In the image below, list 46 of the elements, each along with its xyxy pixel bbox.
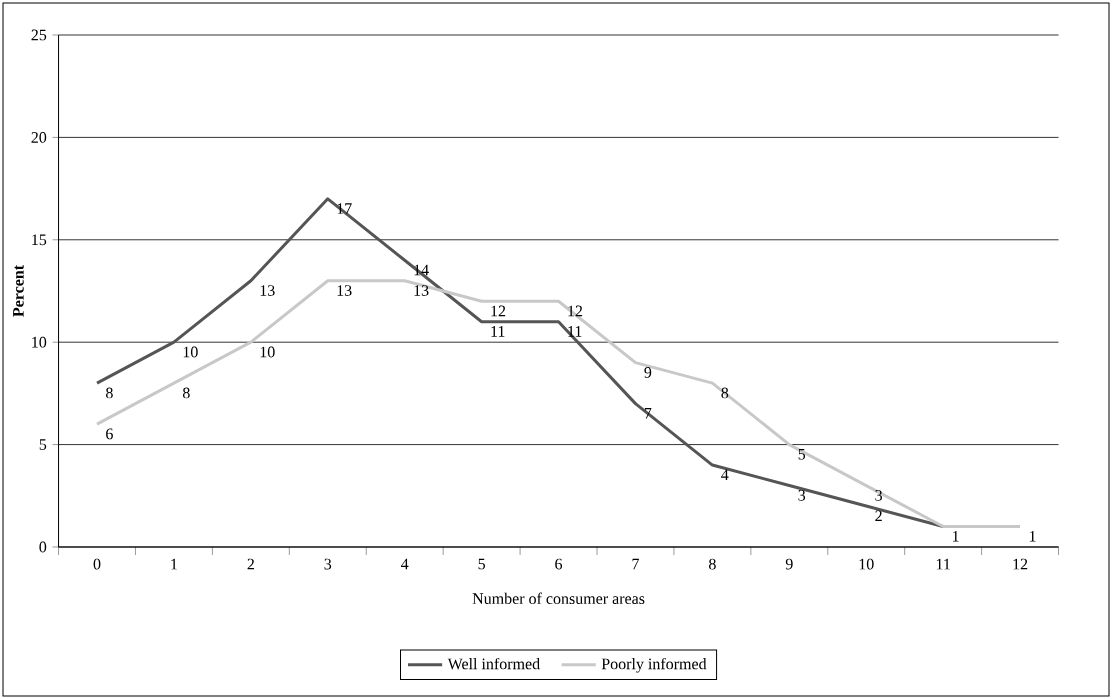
data-label: 13 (260, 285, 275, 296)
data-label: 10 (260, 346, 275, 358)
data-label: 8 (182, 387, 190, 399)
data-label: 4 (721, 469, 729, 480)
data-label: 10 (183, 346, 198, 358)
x-tick-label: 0 (93, 558, 101, 570)
x-tick-label: 3 (324, 558, 332, 570)
data-label: 3 (798, 489, 806, 501)
y-tick-label: 0 (39, 541, 47, 553)
data-label: 8 (106, 387, 113, 399)
data-label: 13 (337, 285, 352, 296)
x-tick-label: 6 (555, 558, 563, 570)
data-label: 11 (491, 326, 505, 337)
x-tick-label: 5 (478, 558, 485, 570)
y-axis-title: Percent (13, 264, 24, 317)
line-series (95, 279, 1022, 529)
x-tick-label: 7 (632, 558, 639, 570)
y-tick-label: 5 (39, 439, 47, 450)
legend-label: Poorly informed (601, 657, 707, 673)
x-axis-title: Number of consumer areas (472, 592, 645, 605)
legend-label: Well informed (447, 657, 540, 670)
data-label: 8 (721, 387, 729, 399)
data-label: 1 (952, 530, 959, 542)
x-tick-label: 1 (171, 558, 177, 570)
y-tick-label: 20 (31, 132, 47, 143)
data-label: 12 (491, 305, 506, 317)
x-tick-label: 4 (401, 558, 409, 570)
data-label: 3 (875, 489, 883, 501)
data-label: 9 (644, 367, 652, 378)
x-tick-label: 9 (785, 558, 793, 570)
y-tick-label: 25 (31, 29, 47, 41)
y-tick-label: 10 (32, 336, 47, 348)
x-tick-label: 8 (708, 558, 716, 570)
data-label: 1 (1029, 530, 1036, 542)
data-label: 13 (414, 285, 429, 296)
x-tick-label: 2 (247, 558, 254, 570)
line-series (95, 197, 945, 529)
data-label: 6 (106, 428, 113, 440)
data-label: 2 (875, 510, 882, 522)
x-tick-label: 11 (936, 558, 950, 570)
data-label: 11 (568, 326, 582, 337)
x-tick-label: 12 (1013, 558, 1028, 570)
y-tick-label: 15 (32, 234, 47, 246)
data-label: 12 (568, 305, 583, 317)
data-label: 5 (798, 448, 806, 460)
x-tick-label: 10 (859, 558, 874, 570)
